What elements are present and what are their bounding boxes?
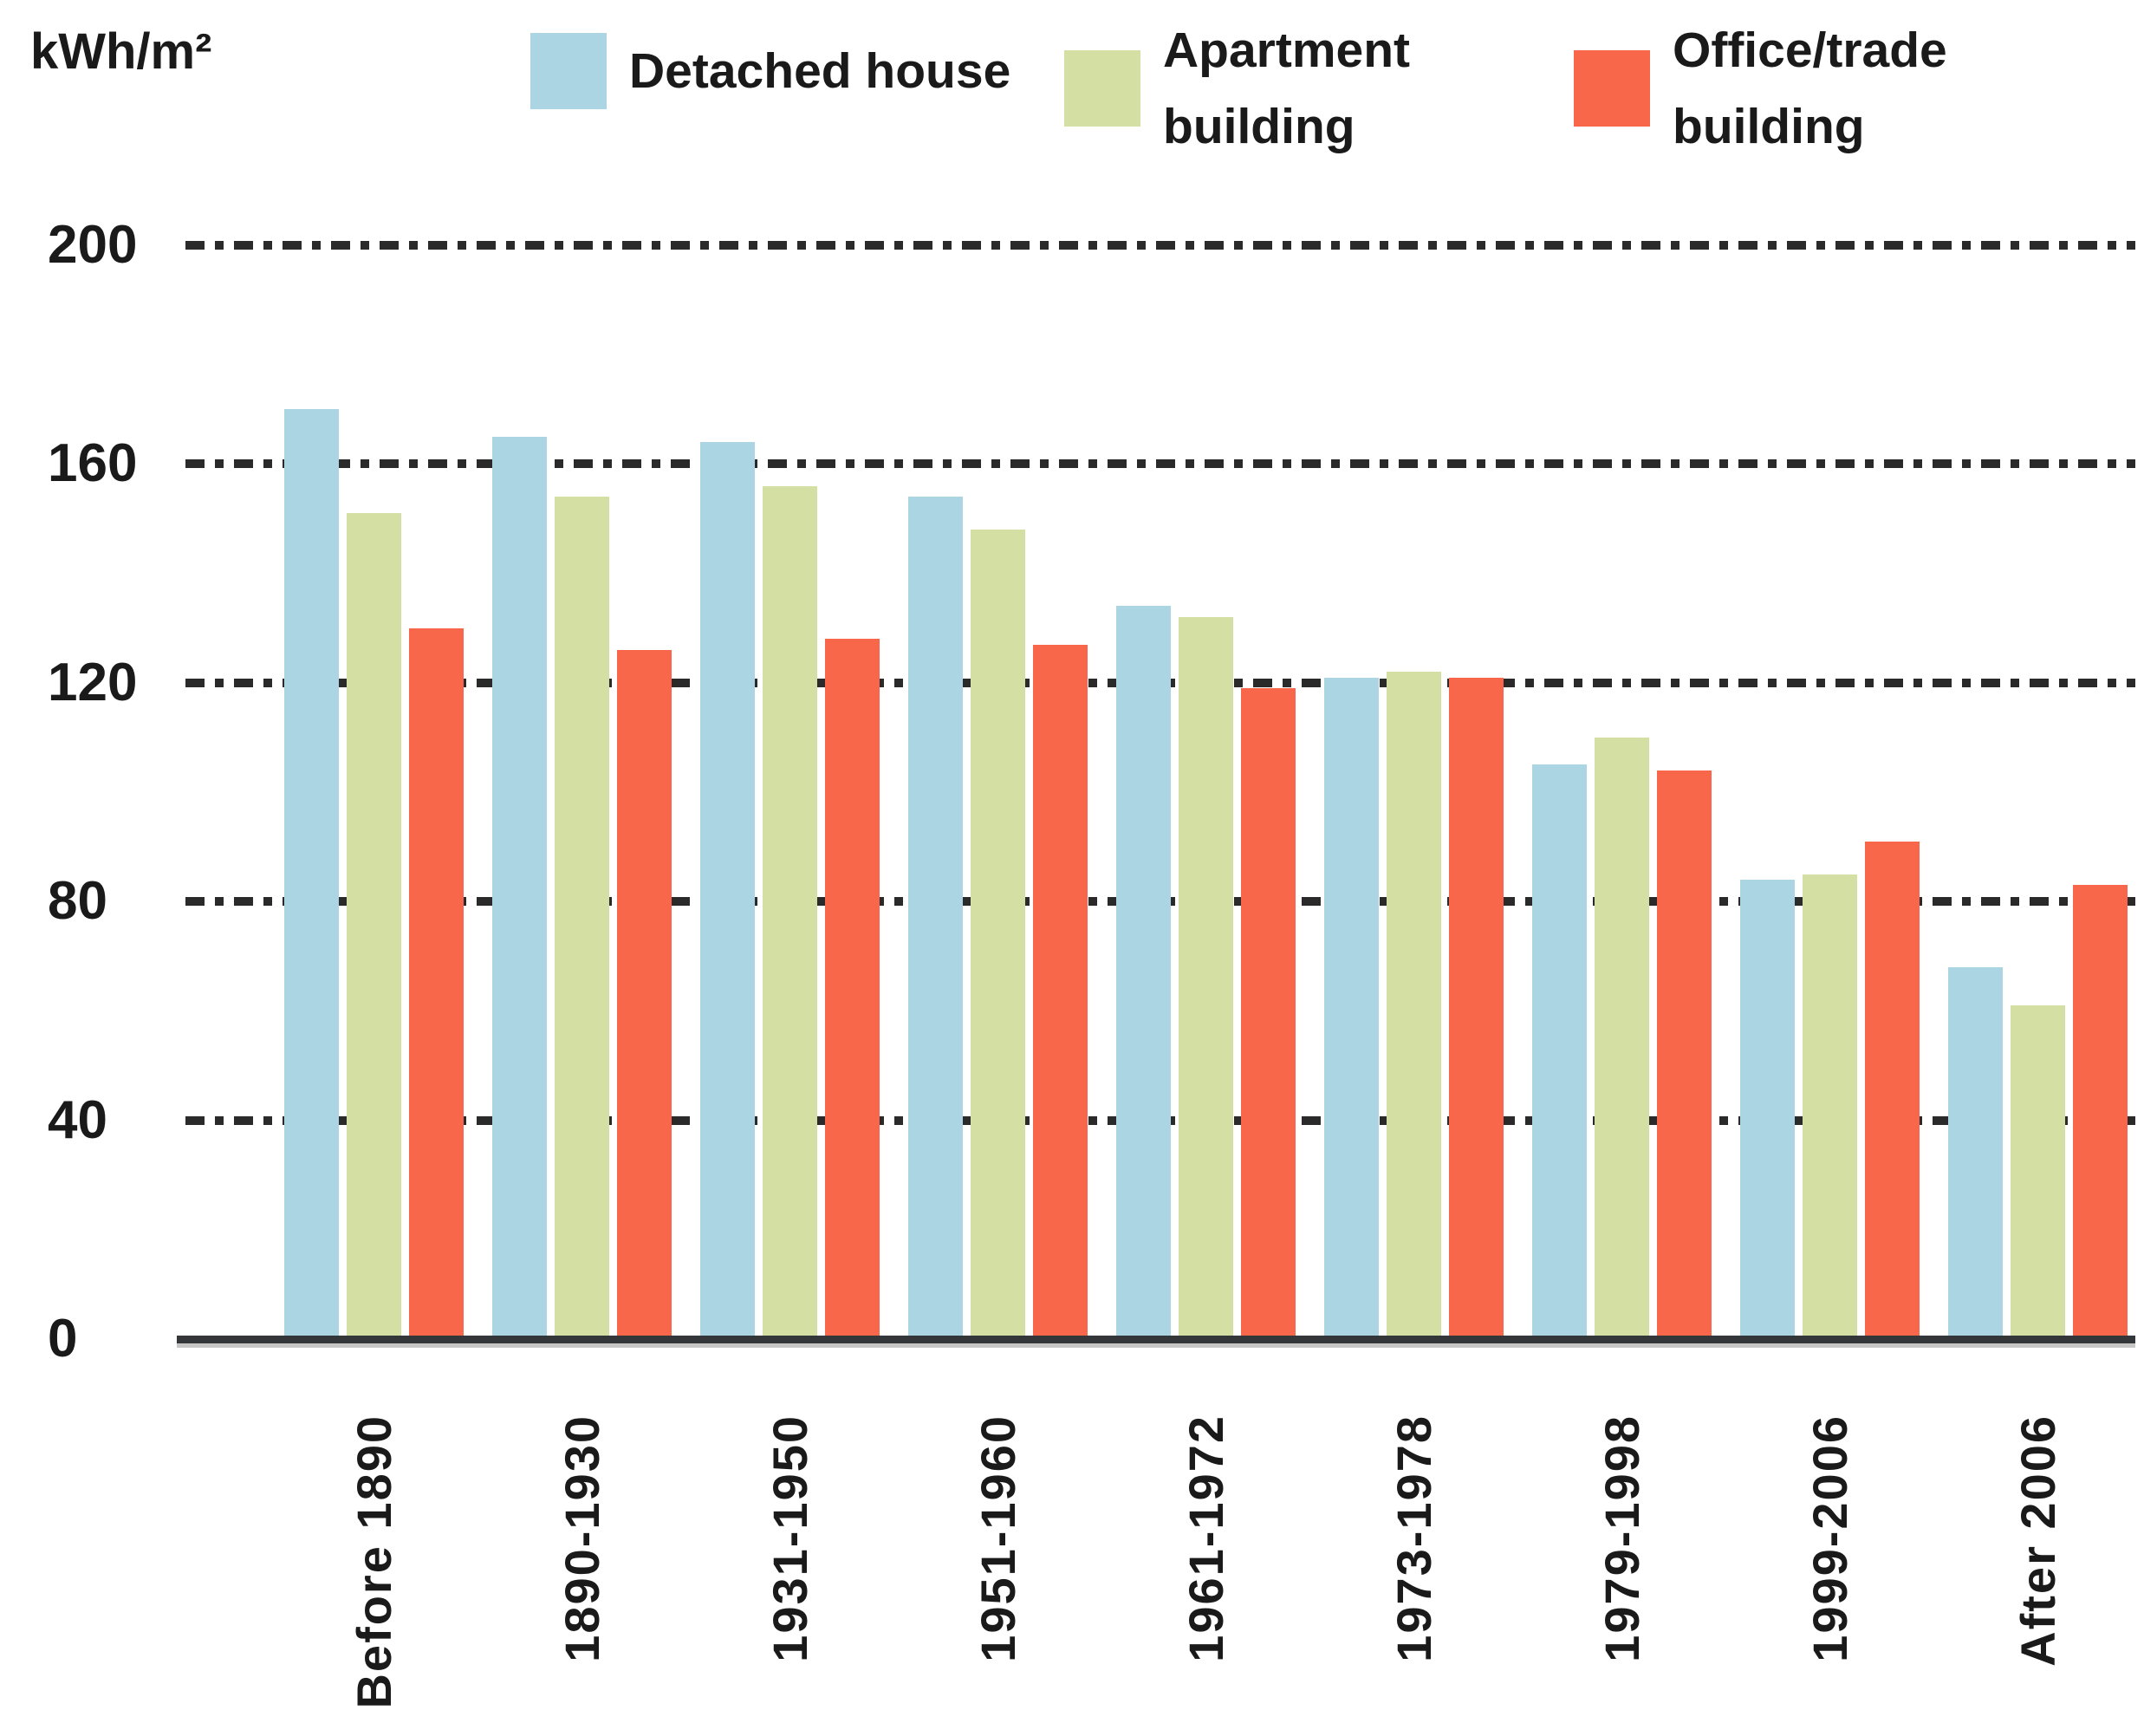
bar-office-trade-building-before-1890 bbox=[409, 627, 464, 1339]
x-axis-label-before-1890: Before 1890 bbox=[346, 1414, 401, 1709]
legend-swatch-office-trade-building bbox=[1574, 50, 1650, 127]
x-axis-label-1979-1998: 1979-1998 bbox=[1594, 1414, 1649, 1662]
y-axis-tick-label-160: 160 bbox=[48, 433, 138, 494]
bar-office-trade-building-1890-1930 bbox=[617, 649, 672, 1339]
bar-office-trade-building-1999-2006 bbox=[1865, 841, 1920, 1339]
bar-detached-house-1961-1972 bbox=[1116, 606, 1171, 1339]
legend-swatch-apartment-building bbox=[1064, 50, 1140, 127]
x-axis-label-1951-1960: 1951-1960 bbox=[970, 1414, 1025, 1662]
bar-apartment-building-before-1890 bbox=[347, 513, 401, 1339]
legend-item-detached-house: Detached house bbox=[530, 33, 1011, 110]
bar-detached-house-1979-1998 bbox=[1532, 764, 1587, 1339]
bar-office-trade-building-1979-1998 bbox=[1657, 770, 1712, 1339]
bar-office-trade-building-1931-1950 bbox=[825, 639, 880, 1339]
bar-apartment-building-1979-1998 bbox=[1595, 737, 1649, 1339]
legend-swatch-detached-house bbox=[530, 33, 607, 110]
legend-item-apartment-building: Apartment building bbox=[1064, 12, 1466, 166]
bar-apartment-building-1890-1930 bbox=[555, 497, 609, 1339]
y-axis-tick-label-200: 200 bbox=[48, 215, 138, 275]
plot-area bbox=[182, 241, 2135, 1339]
x-axis-label-1961-1972: 1961-1972 bbox=[1178, 1414, 1233, 1662]
x-axis-label-after-2006: After 2006 bbox=[2010, 1414, 2065, 1667]
y-axis-tick-label-120: 120 bbox=[48, 652, 138, 712]
bar-office-trade-building-1961-1972 bbox=[1241, 688, 1296, 1339]
legend-item-office-trade-building: Office/trade building bbox=[1574, 12, 2002, 166]
bar-detached-house-1951-1960 bbox=[908, 497, 963, 1339]
x-axis-line bbox=[177, 1336, 2135, 1343]
bar-apartment-building-1973-1978 bbox=[1387, 672, 1441, 1339]
bar-office-trade-building-after-2006 bbox=[2073, 885, 2128, 1339]
bar-detached-house-before-1890 bbox=[284, 409, 339, 1339]
bar-apartment-building-1951-1960 bbox=[971, 530, 1025, 1339]
x-axis-label-1931-1950: 1931-1950 bbox=[762, 1414, 817, 1662]
legend-label-apartment-building: Apartment building bbox=[1163, 23, 1411, 155]
bar-apartment-building-1999-2006 bbox=[1803, 874, 1857, 1339]
bar-apartment-building-after-2006 bbox=[2011, 1005, 2065, 1339]
y-axis-tick-label-80: 80 bbox=[48, 871, 107, 932]
bar-detached-house-1999-2006 bbox=[1740, 879, 1795, 1339]
bar-office-trade-building-1973-1978 bbox=[1449, 677, 1504, 1339]
x-axis-label-1999-2006: 1999-2006 bbox=[1802, 1414, 1857, 1662]
bar-detached-house-after-2006 bbox=[1948, 966, 2003, 1339]
gridline-160 bbox=[185, 459, 2135, 469]
y-axis-tick-label-0: 0 bbox=[48, 1309, 78, 1369]
bar-apartment-building-1961-1972 bbox=[1179, 617, 1233, 1339]
y-axis-tick-label-40: 40 bbox=[48, 1089, 107, 1150]
x-axis-line-shadow bbox=[177, 1343, 2135, 1348]
bar-detached-house-1973-1978 bbox=[1324, 677, 1379, 1339]
x-axis-label-1890-1930: 1890-1930 bbox=[554, 1414, 609, 1662]
bar-office-trade-building-1951-1960 bbox=[1033, 644, 1088, 1339]
legend-label-detached-house: Detached house bbox=[629, 43, 1011, 99]
y-axis-unit-label: kWh/m² bbox=[30, 23, 212, 80]
bar-detached-house-1890-1930 bbox=[492, 436, 547, 1339]
bar-apartment-building-1931-1950 bbox=[763, 485, 817, 1339]
bar-detached-house-1931-1950 bbox=[700, 442, 755, 1339]
legend-label-office-trade-building: Office/trade building bbox=[1673, 23, 1947, 155]
gridline-200 bbox=[185, 241, 2135, 250]
x-axis-label-1973-1978: 1973-1978 bbox=[1386, 1414, 1441, 1662]
